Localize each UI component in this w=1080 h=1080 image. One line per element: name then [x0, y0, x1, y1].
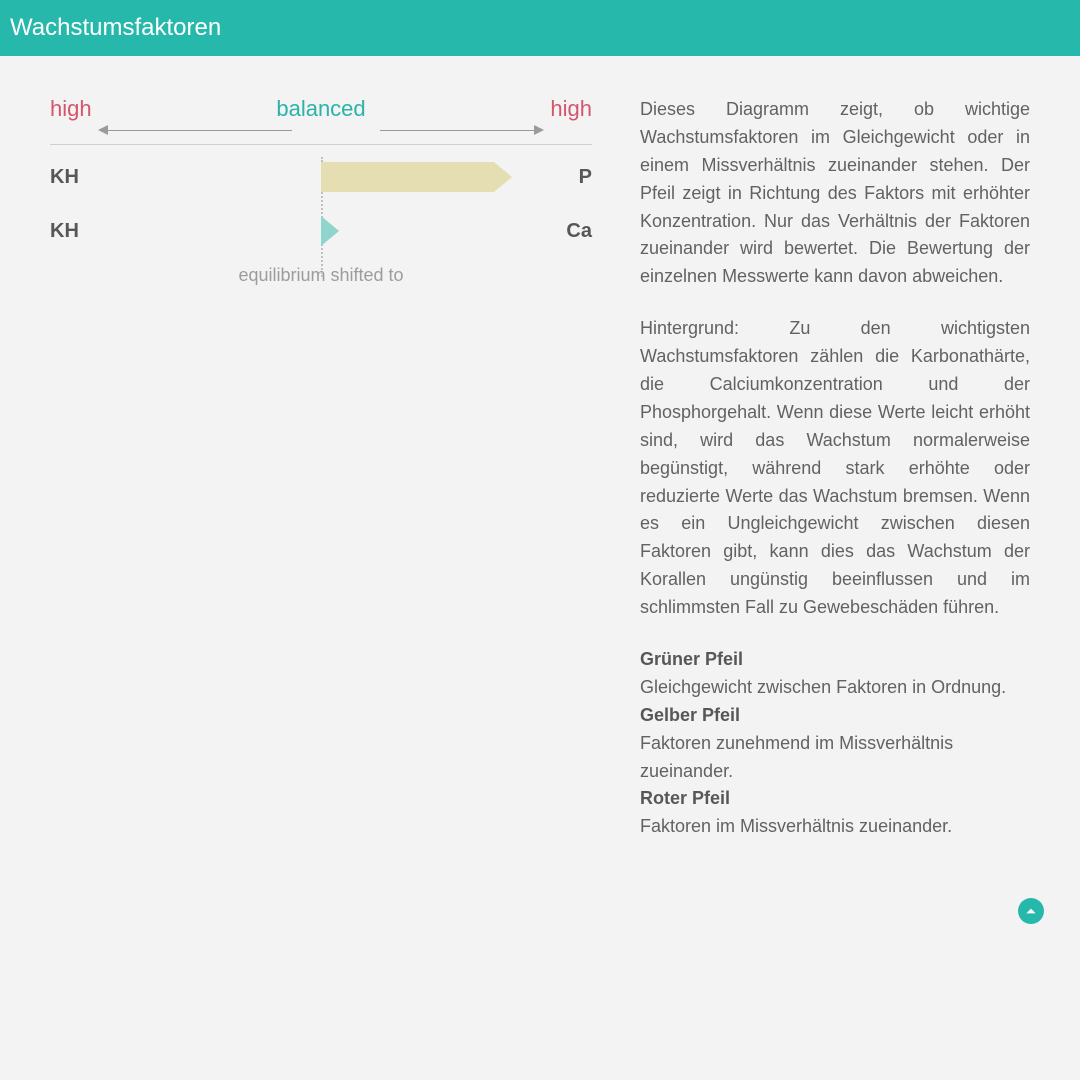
arrow-shaft — [321, 162, 494, 192]
legend-red-title: Roter Pfeil — [640, 788, 730, 808]
legend: Grüner Pfeil Gleichgewicht zwischen Fakt… — [640, 646, 1030, 841]
scale-divider — [50, 144, 592, 145]
factor-row: KH P — [50, 157, 592, 197]
legend-yellow-desc: Faktoren zunehmend im Missverhältnis zue… — [640, 730, 1030, 786]
arrow-head-icon — [494, 162, 512, 192]
scale-axis — [50, 122, 592, 138]
factor-left-label: KH — [50, 166, 96, 189]
factor-right-label: P — [546, 166, 592, 189]
legend-yellow-title: Gelber Pfeil — [640, 705, 740, 725]
scale-high-right: high — [550, 96, 592, 122]
axis-line-left — [106, 130, 292, 131]
description-column: Dieses Diagramm zeigt, ob wichtige Wachs… — [640, 96, 1030, 841]
factor-left-label: KH — [50, 220, 96, 243]
arrow-head-icon — [321, 216, 339, 246]
factor-right-label: Ca — [546, 220, 592, 243]
legend-green-desc: Gleichgewicht zwischen Faktoren in Ordnu… — [640, 674, 1030, 702]
content-area: high balanced high KHPKHCa equilibrium s… — [0, 56, 1080, 861]
axis-line-right — [380, 130, 536, 131]
legend-green-title: Grüner Pfeil — [640, 649, 743, 669]
diagram-rows: KH P KH Ca — [50, 157, 592, 251]
paragraph-1: Dieses Diagramm zeigt, ob wichtige Wachs… — [640, 96, 1030, 291]
scroll-to-top-button[interactable] — [1018, 898, 1044, 924]
scale-balanced: balanced — [276, 96, 365, 122]
balance-arrow — [321, 162, 512, 192]
paragraph-2: Hintergrund: Zu den wichtigsten Wachstum… — [640, 315, 1030, 622]
chevron-up-icon — [1024, 904, 1038, 918]
scale-high-left: high — [50, 96, 92, 122]
legend-red-desc: Faktoren im Missverhältnis zueinander. — [640, 813, 1030, 841]
section-header: Wachstumsfaktoren — [0, 0, 1080, 56]
diagram-column: high balanced high KHPKHCa equilibrium s… — [50, 96, 592, 841]
axis-arrow-right-icon — [534, 125, 544, 135]
factor-row: KH Ca — [50, 211, 592, 251]
section-title: Wachstumsfaktoren — [10, 14, 221, 41]
balance-arrow — [321, 216, 339, 246]
